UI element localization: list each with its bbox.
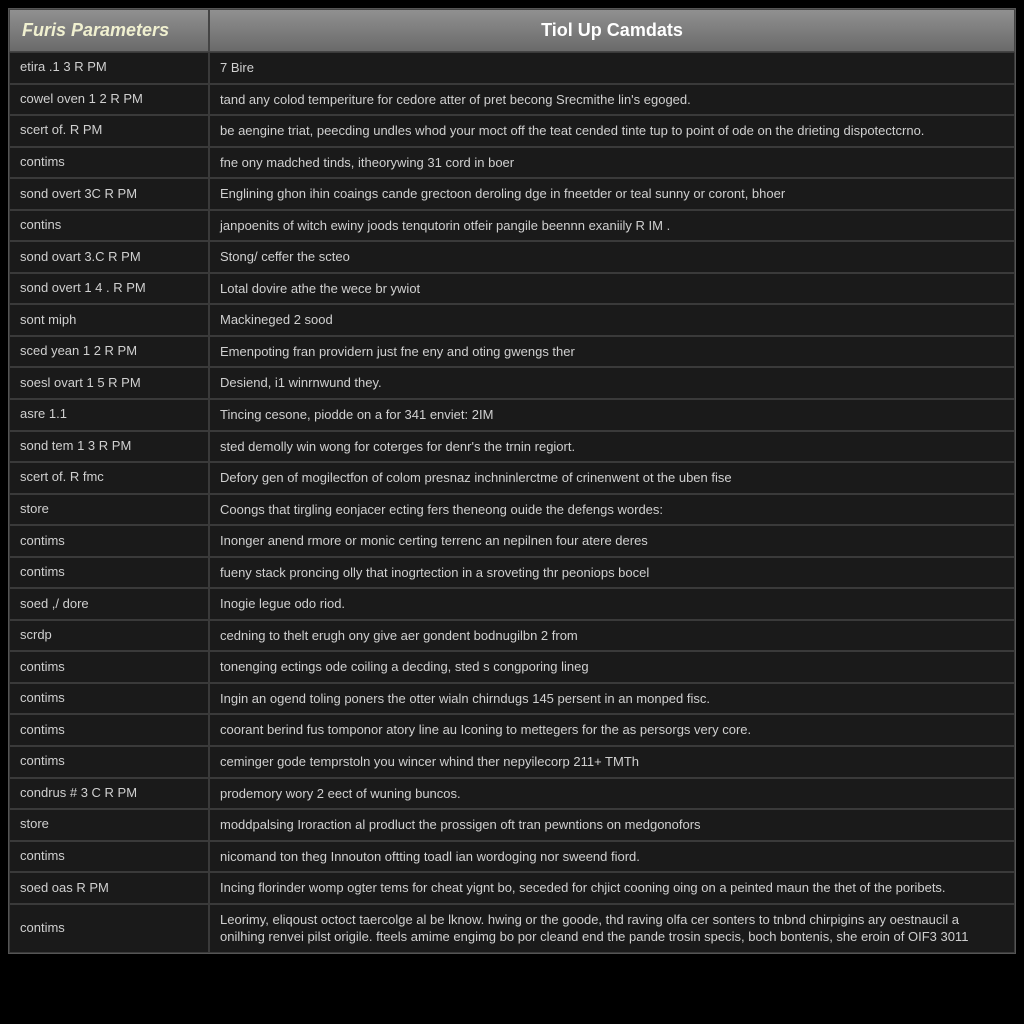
desc-cell: tand any colod temperiture for cedore at… (209, 84, 1015, 116)
param-cell: soed ,/ dore (9, 588, 209, 620)
desc-cell: tonenging ectings ode coiling a decding,… (209, 651, 1015, 683)
table-row: contimsInonger anend rmore or monic cert… (9, 525, 1015, 557)
desc-cell: Stong/ ceffer the scteo (209, 241, 1015, 273)
table-row: storemoddpalsing Iroraction al prodluct … (9, 809, 1015, 841)
table-row: contimsceminger gode temprstoln you winc… (9, 746, 1015, 778)
table-row: contimsnicomand ton theg Innouton ofttin… (9, 841, 1015, 873)
param-cell: etira .1 3 R PM (9, 52, 209, 84)
table-row: contimsfne ony madched tinds, itheorywin… (9, 147, 1015, 179)
table-row: scrdpcedning to thelt erugh ony give aer… (9, 620, 1015, 652)
param-cell: contims (9, 714, 209, 746)
param-cell: contims (9, 147, 209, 179)
desc-cell: Defory gen of mogilectfon of colom presn… (209, 462, 1015, 494)
desc-cell: fne ony madched tinds, itheorywing 31 co… (209, 147, 1015, 179)
table-row: contimsIngin an ogend toling poners the … (9, 683, 1015, 715)
header-parameters: Furis Parameters (9, 9, 209, 52)
param-cell: store (9, 809, 209, 841)
table-row: soed ,/ doreInogie legue odo riod. (9, 588, 1015, 620)
desc-cell: Mackineged 2 sood (209, 304, 1015, 336)
table-row: soed oas R PMIncing florinder womp ogter… (9, 872, 1015, 904)
desc-cell: Inonger anend rmore or monic certing ter… (209, 525, 1015, 557)
desc-cell: moddpalsing Iroraction al prodluct the p… (209, 809, 1015, 841)
desc-cell: Incing florinder womp ogter tems for che… (209, 872, 1015, 904)
param-cell: condrus # 3 C R PM (9, 778, 209, 810)
param-cell: soesl ovart 1 5 R PM (9, 367, 209, 399)
desc-cell: Coongs that tirgling eonjacer ecting fer… (209, 494, 1015, 526)
desc-cell: sted demolly win wong for coterges for d… (209, 431, 1015, 463)
param-cell: contims (9, 651, 209, 683)
param-cell: contims (9, 746, 209, 778)
table-row: sond tem 1 3 R PMsted demolly win wong f… (9, 431, 1015, 463)
table-row: sond overt 1 4 . R PMLotal dovire athe t… (9, 273, 1015, 305)
param-cell: sced yean 1 2 R PM (9, 336, 209, 368)
desc-cell: prodemory wory 2 eect of wuning buncos. (209, 778, 1015, 810)
param-cell: sond overt 1 4 . R PM (9, 273, 209, 305)
table-row: contimstonenging ectings ode coiling a d… (9, 651, 1015, 683)
param-cell: scert of. R fmc (9, 462, 209, 494)
param-cell: scert of. R PM (9, 115, 209, 147)
table-row: sond overt 3C R PMEnglining ghon ihin co… (9, 178, 1015, 210)
table-row: contimsLeorimy, eliqoust octoct taercolg… (9, 904, 1015, 953)
param-cell: contims (9, 841, 209, 873)
desc-cell: Ingin an ogend toling poners the otter w… (209, 683, 1015, 715)
param-cell: asre 1.1 (9, 399, 209, 431)
desc-cell: Desiend, i1 winrnwund they. (209, 367, 1015, 399)
table-row: sond ovart 3.C R PMStong/ ceffer the sct… (9, 241, 1015, 273)
param-cell: sond ovart 3.C R PM (9, 241, 209, 273)
desc-cell: Leorimy, eliqoust octoct taercolge al be… (209, 904, 1015, 953)
param-cell: contims (9, 683, 209, 715)
header-description: Tiol Up Camdats (209, 9, 1015, 52)
table-row: etira .1 3 R PM7 Bire (9, 52, 1015, 84)
desc-cell: Tincing cesone, piodde on a for 341 envi… (209, 399, 1015, 431)
table-row: scert of. R PMbe aengine triat, peecding… (9, 115, 1015, 147)
param-cell: contims (9, 904, 209, 953)
table-row: storeCoongs that tirgling eonjacer ectin… (9, 494, 1015, 526)
param-cell: cowel oven 1 2 R PM (9, 84, 209, 116)
desc-cell: Emenpoting fran providern just fne eny a… (209, 336, 1015, 368)
desc-cell: Lotal dovire athe the wece br ywiot (209, 273, 1015, 305)
table-row: asre 1.1Tincing cesone, piodde on a for … (9, 399, 1015, 431)
param-cell: contims (9, 525, 209, 557)
param-cell: contins (9, 210, 209, 242)
desc-cell: coorant berind fus tomponor atory line a… (209, 714, 1015, 746)
param-cell: soed oas R PM (9, 872, 209, 904)
table-row: condrus # 3 C R PMprodemory wory 2 eect … (9, 778, 1015, 810)
desc-cell: janpoenits of witch ewiny joods tenqutor… (209, 210, 1015, 242)
desc-cell: fueny stack proncing olly that inogrtect… (209, 557, 1015, 589)
param-cell: store (9, 494, 209, 526)
table-row: sced yean 1 2 R PMEmenpoting fran provid… (9, 336, 1015, 368)
desc-cell: cedning to thelt erugh ony give aer gond… (209, 620, 1015, 652)
table-header-row: Furis Parameters Tiol Up Camdats (9, 9, 1015, 52)
table-row: sont miphMackineged 2 sood (9, 304, 1015, 336)
param-cell: scrdp (9, 620, 209, 652)
desc-cell: Inogie legue odo riod. (209, 588, 1015, 620)
param-cell: sont miph (9, 304, 209, 336)
table-row: contimscoorant berind fus tomponor atory… (9, 714, 1015, 746)
table-row: contimsfueny stack proncing olly that in… (9, 557, 1015, 589)
table-row: continsjanpoenits of witch ewiny joods t… (9, 210, 1015, 242)
table-row: cowel oven 1 2 R PMtand any colod temper… (9, 84, 1015, 116)
desc-cell: Englining ghon ihin coaings cande grecto… (209, 178, 1015, 210)
param-cell: sond tem 1 3 R PM (9, 431, 209, 463)
parameters-table: Furis Parameters Tiol Up Camdats etira .… (8, 8, 1016, 954)
table-row: scert of. R fmcDefory gen of mogilectfon… (9, 462, 1015, 494)
param-cell: contims (9, 557, 209, 589)
table-body: etira .1 3 R PM7 Birecowel oven 1 2 R PM… (9, 52, 1015, 953)
param-cell: sond overt 3C R PM (9, 178, 209, 210)
desc-cell: ceminger gode temprstoln you wincer whin… (209, 746, 1015, 778)
desc-cell: nicomand ton theg Innouton oftting toadl… (209, 841, 1015, 873)
desc-cell: 7 Bire (209, 52, 1015, 84)
table-row: soesl ovart 1 5 R PMDesiend, i1 winrnwun… (9, 367, 1015, 399)
desc-cell: be aengine triat, peecding undles whod y… (209, 115, 1015, 147)
